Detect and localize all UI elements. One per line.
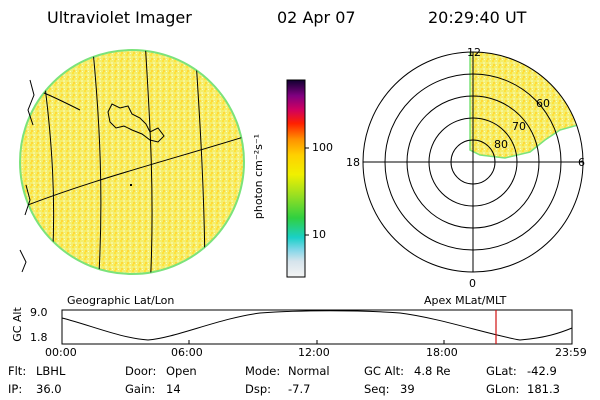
instrument-title: Ultraviolet Imager (47, 8, 192, 27)
status-dsp-label: Dsp: (245, 382, 272, 396)
status-mode-label: Mode: (245, 364, 281, 378)
altitude-xtick: 00:00 (45, 346, 77, 359)
lat-label-80: 80 (494, 138, 508, 151)
landmass-outline (107, 103, 165, 143)
geographic-image (19, 49, 245, 275)
mlt-label-12: 12 (467, 46, 481, 59)
status-mode-value: Normal (288, 364, 330, 378)
lat-label-60: 60 (536, 97, 550, 110)
altitude-plot (61, 309, 573, 345)
altitude-xtick: 18:00 (426, 346, 458, 359)
colorbar-scale (286, 79, 306, 278)
status-glat-value: -42.9 (527, 364, 557, 378)
polar-plot (362, 51, 584, 273)
status-gcalt-label: GC Alt: (364, 364, 405, 378)
status-glat-label: GLat: (486, 364, 517, 378)
observation-date: 02 Apr 07 (277, 8, 356, 27)
altitude-curve (61, 310, 573, 341)
auroral-image (469, 52, 581, 159)
status-gain-value: 14 (166, 382, 181, 396)
status-seq-label: Seq: (364, 382, 390, 396)
altitude-ylabel: GC Alt (10, 307, 24, 342)
status-door-label: Door: (125, 364, 157, 378)
polar-panel-label: Apex MLat/MLT (424, 294, 507, 307)
colorbar-tick-10: 10 (312, 228, 326, 241)
status-gcalt-value: 4.8 Re (414, 364, 451, 378)
altitude-ytick-high: 9.0 (30, 306, 48, 319)
limb-coastline (19, 79, 35, 273)
status-glon-value: 181.3 (527, 382, 560, 396)
status-filter-label: Flt: (8, 364, 27, 378)
status-dsp-value: -7.7 (288, 382, 311, 396)
altitude-xtick: 06:00 (171, 346, 203, 359)
status-glon-label: GLon: (486, 382, 520, 396)
mlt-label-6: 6 (578, 156, 585, 169)
mlt-label-18: 18 (346, 156, 360, 169)
status-ip-label: IP: (8, 382, 23, 396)
colorbar-tick-100: 100 (312, 141, 333, 154)
geo-panel-label: Geographic Lat/Lon (67, 294, 175, 307)
status-door-value: Open (166, 364, 197, 378)
status-gain-label: Gain: (125, 382, 156, 396)
mlt-label-0: 0 (469, 277, 476, 290)
altitude-xtick: 12:00 (298, 346, 330, 359)
status-seq-value: 39 (400, 382, 415, 396)
status-filter-value: LBHL (36, 364, 66, 378)
polar-grid (362, 51, 584, 273)
earth-disk (19, 49, 245, 275)
observation-time: 20:29:40 UT (428, 8, 527, 27)
status-ip-value: 36.0 (36, 382, 62, 396)
colorbar (286, 79, 309, 278)
altitude-ytick-low: 1.8 (30, 331, 48, 344)
colorbar-label: photon cm⁻²s⁻¹ (252, 133, 266, 220)
altitude-xtick: 23:59 (555, 346, 587, 359)
lat-label-70: 70 (512, 120, 526, 133)
